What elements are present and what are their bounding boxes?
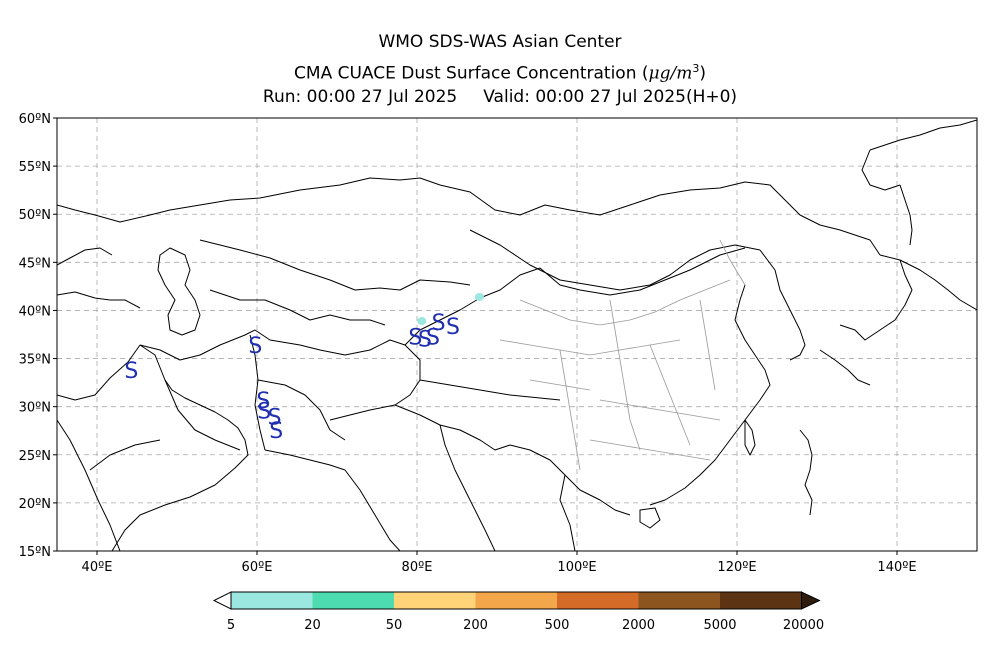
- colorbar-label: 500: [545, 618, 570, 633]
- lat-tick-label: 25ºN: [19, 449, 51, 464]
- colorbar-label: 5000: [703, 618, 736, 633]
- chart-title-line-1: WMO SDS-WAS Asian Center: [378, 32, 622, 52]
- valid-time: Valid: 00:00 27 Jul 2025(H+0): [483, 87, 738, 107]
- dust-storm-symbol: S: [248, 334, 262, 359]
- lon-tick-label: 40ºE: [82, 560, 113, 575]
- lon-tick-label: 140ºE: [877, 560, 916, 575]
- colorbar: 5 20 50 200 500 2000 5000 20000: [212, 591, 824, 633]
- dust-storm-symbol: S: [256, 389, 270, 414]
- dust-storm-symbol: S: [408, 325, 422, 350]
- colorbar-segment: [394, 592, 476, 609]
- dust-storm-symbol: S: [268, 405, 282, 430]
- dust-storm-symbol: S: [257, 400, 271, 425]
- country-borders: [57, 119, 977, 551]
- lon-tick-label: 120ºE: [717, 560, 756, 575]
- colorbar-frame: [230, 591, 802, 610]
- colorbar-under-arrow: [212, 591, 232, 610]
- axis-tick-labels: 40ºE 60ºE 80ºE 100ºE 120ºE 140ºE 15ºN 20ºN 25ºN 3…: [19, 112, 917, 575]
- colorbar-segment: [231, 592, 313, 609]
- lat-tick-label: 35ºN: [19, 353, 51, 368]
- colorbar-label: 20: [304, 618, 321, 633]
- colorbar-over-arrow: [801, 591, 821, 610]
- grid-lines: [57, 118, 977, 551]
- dust-storm-symbol: S: [432, 311, 446, 336]
- dust-storm-symbol: S: [426, 325, 440, 350]
- colorbar-segment: [638, 592, 720, 609]
- chart-title-line-2: CMA CUACE Dust Surface Concentration (μg…: [294, 62, 706, 84]
- colorbar-label: 50: [386, 618, 403, 633]
- colorbar-segment: [312, 592, 394, 609]
- colorbar-segment: [557, 592, 639, 609]
- lon-tick-label: 100ºE: [557, 560, 596, 575]
- dust-patch: [474, 292, 484, 301]
- lat-tick-label: 20ºN: [19, 497, 51, 512]
- colorbar-label: 20000: [783, 618, 824, 633]
- lat-tick-label: 60ºN: [19, 112, 51, 127]
- run-time: Run: 00:00 27 Jul 2025: [262, 87, 458, 107]
- dust-patch: [417, 317, 427, 326]
- dust-storm-symbol: S: [446, 315, 460, 340]
- colorbar-segment: [720, 592, 802, 609]
- lat-tick-label: 45ºN: [19, 256, 51, 271]
- dust-storm-symbol: S: [124, 359, 138, 384]
- lat-tick-label: 50ºN: [19, 208, 51, 223]
- colorbar-label: 200: [463, 618, 488, 633]
- chart-run-valid-line: Run: 00:00 27 Jul 2025 Valid: 00:00 27 Ju…: [0, 86, 1000, 108]
- lon-tick-label: 60ºE: [242, 560, 273, 575]
- colorbar-label: 5: [227, 618, 235, 633]
- dust-storm-symbol: S: [418, 327, 432, 352]
- lat-tick-label: 40ºN: [19, 304, 51, 319]
- dust-storm-symbol: S: [269, 419, 283, 444]
- province-borders: [499, 239, 746, 471]
- lon-tick-label: 80ºE: [402, 560, 433, 575]
- lat-tick-label: 15ºN: [19, 545, 51, 560]
- lat-tick-label: 30ºN: [19, 401, 51, 416]
- map-frame: [56, 117, 978, 552]
- dust-concentration-patches: [417, 292, 484, 326]
- colorbar-segment: [475, 592, 557, 609]
- colorbar-label: 2000: [622, 618, 655, 633]
- lat-tick-label: 55ºN: [19, 160, 51, 175]
